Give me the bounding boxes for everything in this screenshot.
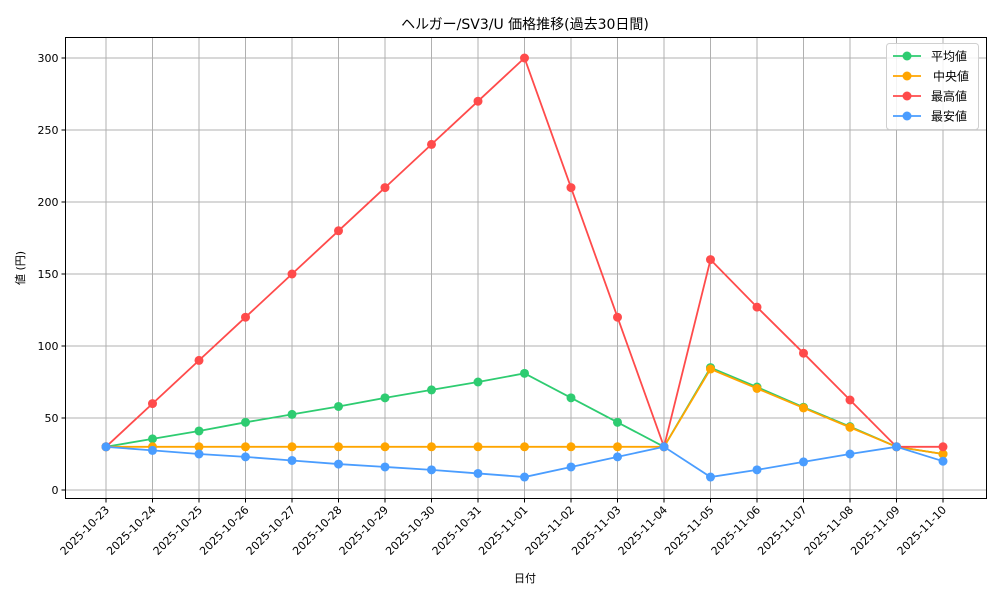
data-point xyxy=(148,399,157,409)
y-tick-label: 250 xyxy=(38,124,59,137)
series-2 xyxy=(101,53,948,452)
data-point xyxy=(706,364,715,374)
data-point xyxy=(194,355,204,365)
data-point xyxy=(706,472,715,482)
y-tick-label: 150 xyxy=(38,268,59,281)
data-point xyxy=(566,393,576,403)
data-point xyxy=(752,302,762,312)
data-point xyxy=(752,465,762,475)
data-point xyxy=(473,442,483,452)
data-point xyxy=(380,183,390,193)
data-point xyxy=(473,377,483,387)
data-point xyxy=(287,409,297,419)
y-tick-label: 50 xyxy=(45,412,59,425)
data-point xyxy=(799,457,808,467)
data-point xyxy=(287,442,297,452)
data-point xyxy=(194,442,204,452)
y-tick-label: 100 xyxy=(38,340,59,353)
data-point xyxy=(566,183,576,193)
data-point xyxy=(194,449,204,459)
data-point xyxy=(845,395,855,405)
data-point xyxy=(427,442,436,452)
data-point xyxy=(148,434,157,444)
x-axis-label: 日付 xyxy=(514,572,536,585)
data-point xyxy=(752,383,762,393)
x-axis: 2025-10-232025-10-242025-10-252025-10-26… xyxy=(58,498,949,558)
data-point xyxy=(241,417,250,427)
data-point xyxy=(845,422,855,432)
data-point xyxy=(334,459,343,469)
data-point xyxy=(566,442,576,452)
y-tick-label: 300 xyxy=(38,52,59,65)
data-point xyxy=(427,385,436,395)
data-point xyxy=(101,442,111,452)
data-point xyxy=(613,452,622,462)
data-point xyxy=(241,452,250,462)
data-point xyxy=(148,445,157,455)
data-point xyxy=(380,393,390,403)
legend-label: 平均値 xyxy=(931,49,967,64)
y-tick-label: 0 xyxy=(52,484,59,497)
legend-label: 中央値 xyxy=(933,69,969,84)
data-point xyxy=(287,269,297,279)
x-tick-label: 2025-11-10 xyxy=(895,503,949,557)
y-axis-label: 値 (円) xyxy=(14,251,27,285)
data-point xyxy=(566,462,576,472)
data-point xyxy=(892,442,901,452)
data-point xyxy=(659,442,669,452)
data-point xyxy=(845,449,855,459)
data-point xyxy=(520,53,529,63)
data-point xyxy=(473,96,483,106)
data-point xyxy=(520,442,529,452)
data-point xyxy=(334,401,343,411)
data-point xyxy=(938,456,948,466)
data-point xyxy=(287,455,297,465)
data-point xyxy=(427,139,436,149)
legend-label: 最安値 xyxy=(931,109,967,124)
data-point xyxy=(799,403,808,413)
data-point xyxy=(706,255,715,265)
data-point xyxy=(613,312,622,322)
plot-frame xyxy=(65,37,987,499)
data-point xyxy=(473,468,483,478)
data-point xyxy=(241,312,250,322)
data-point xyxy=(241,442,250,452)
data-point xyxy=(520,472,529,482)
data-point xyxy=(613,417,622,427)
legend-label: 最高値 xyxy=(931,89,967,104)
series-layer xyxy=(101,53,948,482)
data-point xyxy=(938,449,948,459)
data-point xyxy=(938,442,948,452)
data-point xyxy=(520,368,529,378)
y-tick-label: 200 xyxy=(38,196,59,209)
y-axis: 0 50 100 150 200 250 300 xyxy=(38,52,66,497)
data-point xyxy=(380,462,390,472)
data-point xyxy=(380,442,390,452)
data-point xyxy=(334,226,343,236)
data-point xyxy=(194,426,204,436)
chart-title: ヘルガー/SV3/U 価格推移(過去30日間) xyxy=(401,17,649,33)
data-point xyxy=(334,442,343,452)
grid xyxy=(65,37,987,499)
series-3 xyxy=(101,442,948,482)
data-point xyxy=(613,442,622,452)
data-point xyxy=(799,348,808,358)
data-point xyxy=(427,465,436,475)
